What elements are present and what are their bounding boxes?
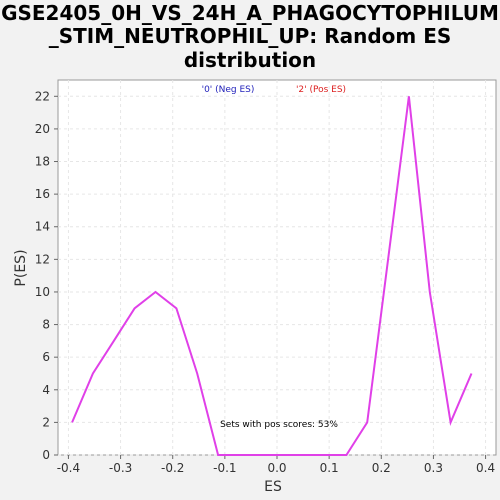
y-tick-label: 16 bbox=[35, 187, 50, 201]
x-tick-label: -0.1 bbox=[213, 461, 236, 475]
y-tick-label: 12 bbox=[35, 252, 50, 266]
chart-title-line-3: distribution bbox=[184, 48, 316, 72]
series-line bbox=[71, 96, 473, 456]
x-tick-label: 0.4 bbox=[476, 461, 495, 475]
y-axis-label: P(ES) bbox=[13, 249, 29, 286]
axes bbox=[54, 95, 487, 459]
grid-lines bbox=[58, 80, 496, 456]
x-tick-label: 0.2 bbox=[372, 461, 391, 475]
x-tick-label: 0.0 bbox=[267, 461, 286, 475]
y-tick-label: 20 bbox=[35, 122, 50, 136]
x-tick-label: -0.2 bbox=[161, 461, 184, 475]
x-tick-label: 0.1 bbox=[320, 461, 339, 475]
chart-title-line-1: GSE2405_0H_VS_24H_A_PHAGOCYTOPHILUM bbox=[1, 1, 499, 25]
y-tick-label: 6 bbox=[42, 350, 50, 364]
x-tick-label: -0.3 bbox=[109, 461, 132, 475]
y-tick-label: 10 bbox=[35, 285, 50, 299]
tick-labels: -0.4 -0.3 -0.2 -0.1 0.0 0.1 0.2 0.3 0.4 0 2 4 6 8 10 12… bbox=[35, 89, 495, 475]
legend-neg-es: '0' (Neg ES) bbox=[202, 85, 255, 95]
y-tick-label: 2 bbox=[42, 415, 50, 429]
chart-title-line-2: _STIM_NEUTROPHIL_UP: Random ES bbox=[49, 24, 452, 48]
x-tick-label: 0.3 bbox=[424, 461, 443, 475]
legend-pos-es: '2' (Pos ES) bbox=[296, 85, 346, 95]
x-axis-label: ES bbox=[264, 479, 282, 495]
pos-scores-annotation: Sets with pos scores: 53% bbox=[220, 420, 338, 430]
y-tick-label: 4 bbox=[42, 383, 50, 397]
x-tick-label: -0.4 bbox=[57, 461, 80, 475]
y-tick-label: 22 bbox=[35, 89, 50, 103]
y-tick-label: 8 bbox=[42, 318, 50, 332]
y-tick-label: 14 bbox=[35, 220, 50, 234]
y-tick-label: 18 bbox=[35, 155, 50, 169]
y-tick-label: 0 bbox=[42, 448, 50, 462]
